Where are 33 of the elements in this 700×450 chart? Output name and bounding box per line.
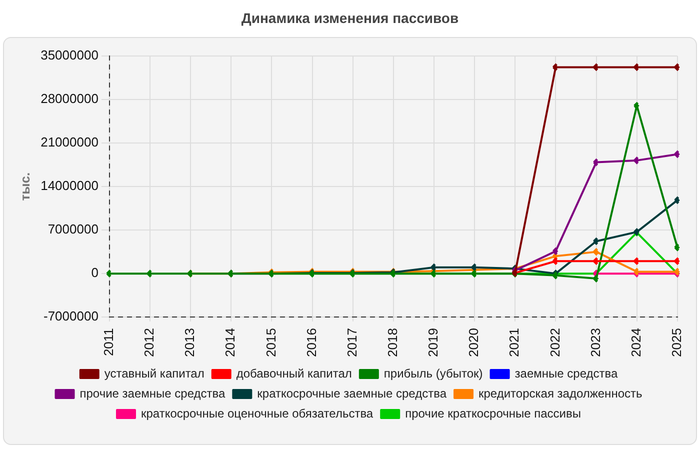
legend-label: краткосрочные заемные средства [257,386,447,400]
y-tick-label: 14000000 [40,178,98,194]
legend-label: добавочный капитал [236,366,352,380]
legend-label: краткосрочные оценочные обязательства [140,406,374,420]
x-tick-label: 2022 [547,328,562,357]
x-tick-label: 2013 [182,328,198,357]
y-tick-label: 0 [91,265,98,280]
x-tick-label: 2023 [588,328,603,357]
y-axis-title: тыс. [17,172,32,201]
legend-label: уставный капитал [104,366,204,380]
legend-label: кредиторская задолженность [478,386,642,400]
y-tick-label: 7000000 [48,222,98,237]
x-tick-label: 2020 [466,328,482,357]
y-tick-label: -7000000 [43,308,98,324]
x-tick-label: 2021 [506,328,522,357]
y-tick-label: 28000000 [40,91,98,106]
x-tick-label: 2012 [142,328,157,357]
chart-title: Динамика изменения пассивов [240,10,460,26]
x-tick-label: 2018 [385,328,400,357]
legend-label: прибыль (убыток) [384,366,483,380]
x-tick-label: 2025 [668,328,684,357]
legend-label: прочие заемные средства [80,386,226,400]
legend-label: прочие краткосрочные пассивы [405,406,582,420]
x-tick-label: 2011 [101,328,116,356]
x-tick-label: 2014 [222,328,238,357]
x-tick-label: 2019 [426,328,441,357]
y-tick-label: 21000000 [40,134,98,150]
y-tick-label: 35000000 [40,48,98,63]
x-tick-label: 2024 [628,328,644,357]
x-tick-label: 2016 [304,328,319,357]
x-tick-label: 2015 [263,328,278,357]
x-tick-label: 2017 [344,328,360,357]
legend-label: заемные средства [514,366,618,380]
